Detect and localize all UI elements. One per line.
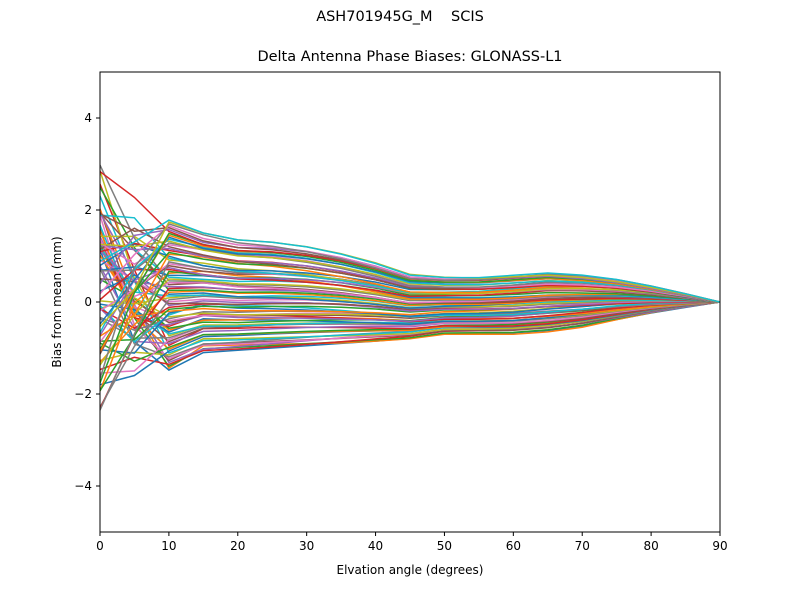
x-tick-label: 40 [368,539,383,553]
series-lines [100,164,720,411]
y-axis: −4 −2 0 2 4 [74,111,100,493]
x-tick-label: 70 [575,539,590,553]
chart-title: Delta Antenna Phase Biases: GLONASS-L1 [257,49,563,65]
x-tick-label: 80 [643,539,658,553]
x-tick-label: 0 [96,539,104,553]
y-tick-label: 4 [84,111,92,125]
series-line [100,212,720,312]
y-tick-label: −2 [74,387,92,401]
x-axis: 0 10 20 30 40 50 60 70 80 90 [96,532,728,553]
series-line [100,235,720,303]
series-line [100,219,720,303]
x-tick-label: 90 [712,539,727,553]
series-line [100,238,720,334]
y-tick-label: 0 [84,295,92,309]
x-tick-label: 30 [299,539,314,553]
series-line [100,301,720,330]
x-axis-label: Elvation angle (degrees) [337,563,484,577]
y-tick-label: 2 [84,203,92,217]
figure-suptitle: ASH701945G_M SCIS [316,9,484,25]
series-line [100,224,720,303]
x-tick-label: 10 [161,539,176,553]
x-tick-label: 60 [506,539,521,553]
x-tick-label: 20 [230,539,245,553]
y-tick-label: −4 [74,479,92,493]
x-tick-label: 50 [437,539,452,553]
y-axis-label: Bias from mean (mm) [50,236,64,367]
